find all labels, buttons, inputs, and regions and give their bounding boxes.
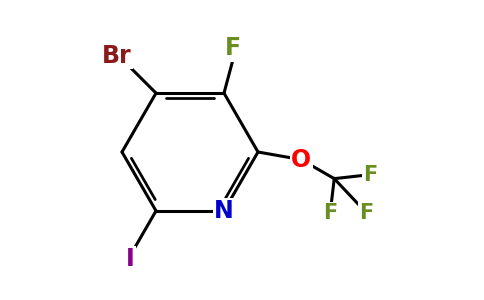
Text: F: F bbox=[323, 202, 337, 223]
Text: N: N bbox=[214, 199, 234, 223]
Text: F: F bbox=[225, 36, 242, 60]
Text: F: F bbox=[363, 165, 378, 184]
Text: Br: Br bbox=[102, 44, 132, 68]
Text: F: F bbox=[359, 202, 373, 223]
Text: I: I bbox=[126, 247, 135, 271]
Text: O: O bbox=[291, 148, 311, 172]
